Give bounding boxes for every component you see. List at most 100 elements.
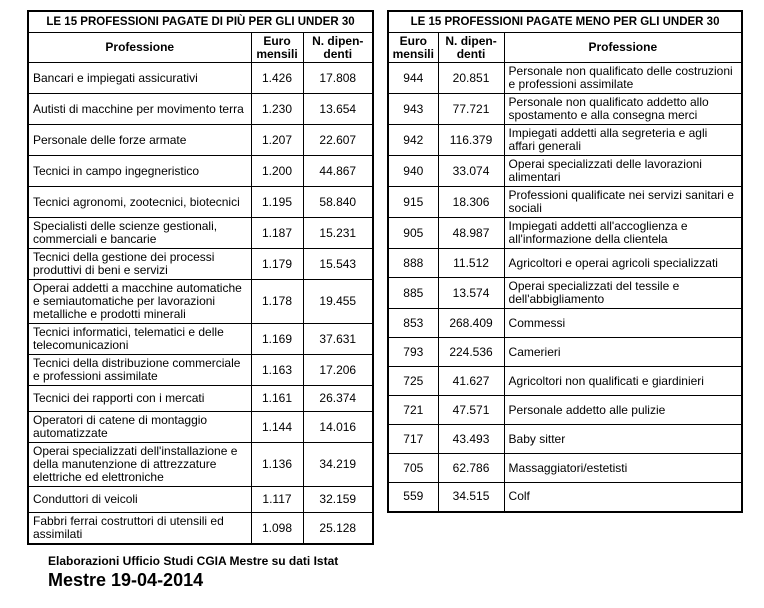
table-row: Fabbri ferrai costruttori di utensili ed… — [27, 512, 374, 545]
table-row: 721 47.571 Personale addetto alle pulizie — [387, 395, 743, 425]
table-highest-paid-under30: LE 15 PROFESSIONI PAGATE DI PIÙ PER GLI … — [27, 10, 375, 545]
cell-euro-mensili: 1.230 — [250, 93, 304, 125]
cell-professione: Impiegati addetti all'accoglienza e all'… — [503, 217, 743, 249]
cell-euro-mensili: 1.200 — [250, 155, 304, 187]
cell-professione: Bancari e impiegati assicurativi — [27, 62, 252, 94]
cell-euro-mensili: 1.426 — [250, 62, 304, 94]
column-header-professione: Professione — [27, 32, 252, 63]
cell-professione: Personale non qualificato delle costruzi… — [503, 62, 743, 94]
cell-n-dipendenti: 25.128 — [302, 512, 374, 545]
table-lowest-paid-under30: LE 15 PROFESSIONI PAGATE MENO PER GLI UN… — [387, 10, 744, 513]
cell-professione: Operai specializzati dell'installazione … — [27, 442, 252, 487]
table-title-row: LE 15 PROFESSIONI PAGATE MENO PER GLI UN… — [387, 10, 743, 33]
table-title-row: LE 15 PROFESSIONI PAGATE DI PIÙ PER GLI … — [27, 10, 374, 33]
table-header-row: Professione Euro mensili N. dipen-denti — [27, 32, 374, 63]
cell-professione: Autisti di macchine per movimento terra — [27, 93, 252, 125]
table-row: Operai addetti a macchine automatiche e … — [27, 279, 374, 324]
cell-n-dipendenti: 11.512 — [437, 248, 505, 278]
table-row: Specialisti delle scienze gestionali, co… — [27, 217, 374, 249]
cell-euro-mensili: 944 — [387, 62, 439, 94]
cell-n-dipendenti: 34.219 — [302, 442, 374, 487]
table-row: Tecnici in campo ingegneristico 1.200 44.8… — [27, 155, 374, 187]
cell-n-dipendenti: 13.574 — [437, 277, 505, 309]
table-row: Tecnici della gestione dei processi prod… — [27, 248, 374, 280]
cell-n-dipendenti: 13.654 — [302, 93, 374, 125]
cell-professione: Operatori di catene di montaggio automat… — [27, 411, 252, 443]
cell-n-dipendenti: 17.808 — [302, 62, 374, 94]
table-row: 705 62.786 Massaggiatori/estetisti — [387, 453, 743, 483]
cell-n-dipendenti: 26.374 — [302, 385, 374, 412]
cell-n-dipendenti: 62.786 — [437, 453, 505, 483]
table-body: 944 20.851 Personale non qualificato delle… — [387, 62, 743, 512]
table-row: Bancari e impiegati assicurativi 1.426 17.… — [27, 62, 374, 94]
cell-professione: Tecnici della distribuzione commerciale … — [27, 354, 252, 386]
table-row: 725 41.627 Agricoltori non qualificati e g… — [387, 366, 743, 396]
cell-euro-mensili: 888 — [387, 248, 439, 278]
cell-euro-mensili: 1.117 — [250, 486, 304, 513]
cell-n-dipendenti: 47.571 — [437, 395, 505, 425]
cell-professione: Operai specializzati delle lavorazioni a… — [503, 155, 743, 187]
cell-euro-mensili: 1.207 — [250, 124, 304, 156]
table-row: 885 13.574 Operai specializzati del tessil… — [387, 277, 743, 309]
cell-professione: Personale addetto alle pulizie — [503, 395, 743, 425]
cell-professione: Commessi — [503, 308, 743, 338]
cell-n-dipendenti: 15.543 — [302, 248, 374, 280]
table-row: Tecnici informatici, telematici e delle … — [27, 323, 374, 355]
cell-euro-mensili: 1.144 — [250, 411, 304, 443]
cell-n-dipendenti: 20.851 — [437, 62, 505, 94]
cell-n-dipendenti: 37.631 — [302, 323, 374, 355]
cell-n-dipendenti: 15.231 — [302, 217, 374, 249]
cell-professione: Operai specializzati del tessile e dell'… — [503, 277, 743, 309]
cell-n-dipendenti: 18.306 — [437, 186, 505, 218]
cell-professione: Agricoltori non qualificati e giardinier… — [503, 366, 743, 396]
table-row: Tecnici dei rapporti con i mercati 1.161 2… — [27, 385, 374, 412]
table-row: 905 48.987 Impiegati addetti all'accoglien… — [387, 217, 743, 249]
table-row: 942 116.379 Impiegati addetti alla segrete… — [387, 124, 743, 156]
table-row: 717 43.493 Baby sitter — [387, 424, 743, 454]
table-body: Bancari e impiegati assicurativi 1.426 17.… — [27, 62, 374, 545]
table-row: 943 77.721 Personale non qualificato addet… — [387, 93, 743, 125]
cell-euro-mensili: 1.187 — [250, 217, 304, 249]
cell-professione: Tecnici informatici, telematici e delle … — [27, 323, 252, 355]
cell-n-dipendenti: 32.159 — [302, 486, 374, 513]
column-header-professione: Professione — [503, 32, 743, 63]
cell-n-dipendenti: 14.016 — [302, 411, 374, 443]
cell-professione: Baby sitter — [503, 424, 743, 454]
cell-professione: Conduttori di veicoli — [27, 486, 252, 513]
cell-professione: Specialisti delle scienze gestionali, co… — [27, 217, 252, 249]
cell-euro-mensili: 559 — [387, 482, 439, 512]
cell-euro-mensili: 1.098 — [250, 512, 304, 545]
cell-n-dipendenti: 33.074 — [437, 155, 505, 187]
cell-n-dipendenti: 19.455 — [302, 279, 374, 324]
cell-n-dipendenti: 44.867 — [302, 155, 374, 187]
date-line: Mestre 19-04-2014 — [48, 570, 204, 590]
cell-n-dipendenti: 58.840 — [302, 186, 374, 218]
cell-professione: Impiegati addetti alla segreteria e agli… — [503, 124, 743, 156]
table-row: 559 34.515 Colf — [387, 482, 743, 512]
cell-professione: Tecnici agronomi, zootecnici, biotecnici — [27, 186, 252, 218]
cell-euro-mensili: 1.136 — [250, 442, 304, 487]
source-note: Elaborazioni Ufficio Studi CGIA Mestre s… — [48, 554, 339, 568]
column-header-n-dipendenti: N. dipen-denti — [437, 32, 505, 63]
table-row: Tecnici agronomi, zootecnici, biotecnici… — [27, 186, 374, 218]
cell-euro-mensili: 905 — [387, 217, 439, 249]
cell-euro-mensili: 721 — [387, 395, 439, 425]
cell-professione: Fabbri ferrai costruttori di utensili ed… — [27, 512, 252, 545]
cell-euro-mensili: 793 — [387, 337, 439, 367]
column-header-euro-mensili: Euro mensili — [387, 32, 439, 63]
table-title: LE 15 PROFESSIONI PAGATE DI PIÙ PER GLI … — [27, 10, 374, 33]
cell-n-dipendenti: 22.607 — [302, 124, 374, 156]
cell-professione: Operai addetti a macchine automatiche e … — [27, 279, 252, 324]
cell-euro-mensili: 1.161 — [250, 385, 304, 412]
column-header-n-dipendenti: N. dipen-denti — [302, 32, 374, 63]
right-table-container: LE 15 PROFESSIONI PAGATE MENO PER GLI UN… — [387, 10, 744, 513]
cell-euro-mensili: 885 — [387, 277, 439, 309]
cell-euro-mensili: 1.179 — [250, 248, 304, 280]
table-row: Conduttori di veicoli 1.117 32.159 — [27, 486, 374, 513]
table-header-row: Euro mensili N. dipen-denti Professione — [387, 32, 743, 63]
cell-n-dipendenti: 41.627 — [437, 366, 505, 396]
cell-euro-mensili: 1.195 — [250, 186, 304, 218]
cell-n-dipendenti: 43.493 — [437, 424, 505, 454]
cell-euro-mensili: 942 — [387, 124, 439, 156]
cell-n-dipendenti: 116.379 — [437, 124, 505, 156]
